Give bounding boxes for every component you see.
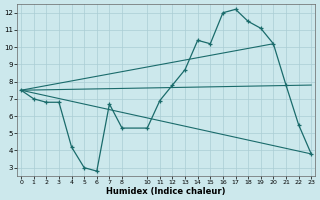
X-axis label: Humidex (Indice chaleur): Humidex (Indice chaleur) <box>107 187 226 196</box>
